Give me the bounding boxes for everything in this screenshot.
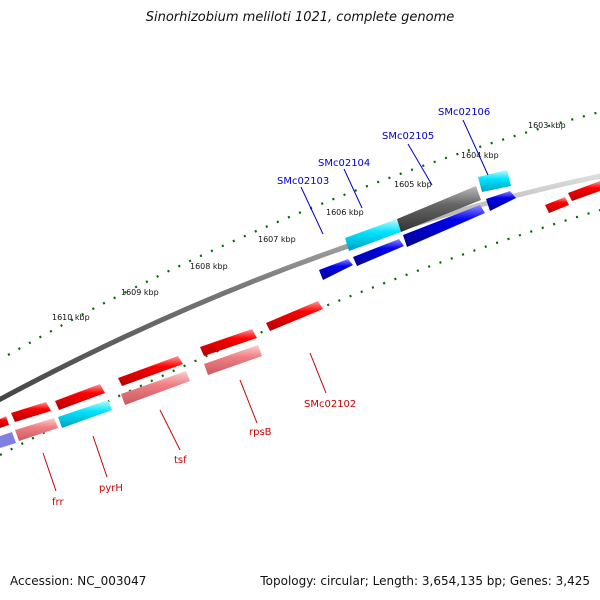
gene-smc02105-rev bbox=[403, 205, 485, 247]
gene-smc02106 bbox=[478, 170, 511, 192]
kbp-label: 1609 kbp bbox=[121, 288, 159, 297]
accession-text: Accession: NC_003047 bbox=[10, 574, 147, 588]
gene-label-pyrh: pyrH bbox=[99, 483, 123, 494]
genome-title: Sinorhizobium meliloti 1021, complete ge… bbox=[145, 10, 455, 25]
reverse-strand-genes bbox=[319, 191, 516, 280]
kbp-label: 1607 kbp bbox=[258, 235, 296, 244]
gene-frr bbox=[11, 402, 51, 422]
gene-upper-right-2 bbox=[568, 181, 600, 201]
gene-smc02102 bbox=[266, 301, 323, 331]
gene-smc02103-rev bbox=[319, 259, 353, 280]
forward-strand-genes bbox=[0, 181, 600, 428]
genome-summary-text: Topology: circular; Length: 3,654,135 bp… bbox=[260, 574, 590, 588]
genome-backbone bbox=[0, 173, 600, 403]
kbp-label: 1606 kbp bbox=[326, 208, 364, 217]
gene-label-tsf: tsf bbox=[174, 455, 187, 466]
gene-label-frr: frr bbox=[52, 497, 64, 508]
gene-frr-lower bbox=[15, 418, 58, 441]
kbp-label: 1610 kbp bbox=[52, 313, 90, 322]
gene-label-smc02102: SMc02102 bbox=[304, 399, 356, 410]
gene-smc02104-rev bbox=[353, 239, 404, 266]
gene-rpsb-lower bbox=[204, 345, 262, 375]
gene-rpsb bbox=[200, 329, 257, 356]
gene-edge-left bbox=[0, 416, 9, 428]
gene-label-smc02106: SMc02106 bbox=[438, 107, 490, 118]
gene-label-smc02103: SMc02103 bbox=[277, 176, 329, 187]
gene-pyrh bbox=[55, 384, 105, 410]
inner-tick-ring bbox=[0, 208, 600, 456]
gene-label-rpsb: rpsB bbox=[249, 427, 272, 438]
gene-tsf-lower bbox=[121, 371, 190, 405]
kbp-scale-labels: 1603 kbp 1604 kbp 1605 kbp 1606 kbp 1607… bbox=[52, 121, 566, 322]
gene-label-smc02104: SMc02104 bbox=[318, 158, 370, 169]
kbp-label: 1603 kbp bbox=[528, 121, 566, 130]
gene-smc02106-rev bbox=[486, 191, 516, 211]
label-leaders bbox=[42, 119, 489, 492]
gene-labels: SMc02106 SMc02105 SMc02104 SMc02103 SMc0… bbox=[52, 107, 490, 508]
gene-smc02104 bbox=[397, 186, 481, 232]
outer-tick-ring bbox=[7, 110, 600, 356]
gene-smc02103 bbox=[345, 219, 401, 251]
gene-tsf bbox=[118, 356, 183, 386]
kbp-label: 1608 kbp bbox=[190, 262, 228, 271]
lower-track-genes bbox=[0, 345, 262, 448]
gene-pyrh-lower bbox=[58, 400, 112, 428]
kbp-label: 1604 kbp bbox=[461, 151, 499, 160]
gene-label-smc02105: SMc02105 bbox=[382, 131, 434, 142]
gene-edge-left-lower bbox=[0, 432, 16, 448]
gene-upper-right-1 bbox=[545, 197, 569, 213]
kbp-label: 1605 kbp bbox=[394, 180, 432, 189]
smc-upper-genes bbox=[345, 170, 511, 251]
